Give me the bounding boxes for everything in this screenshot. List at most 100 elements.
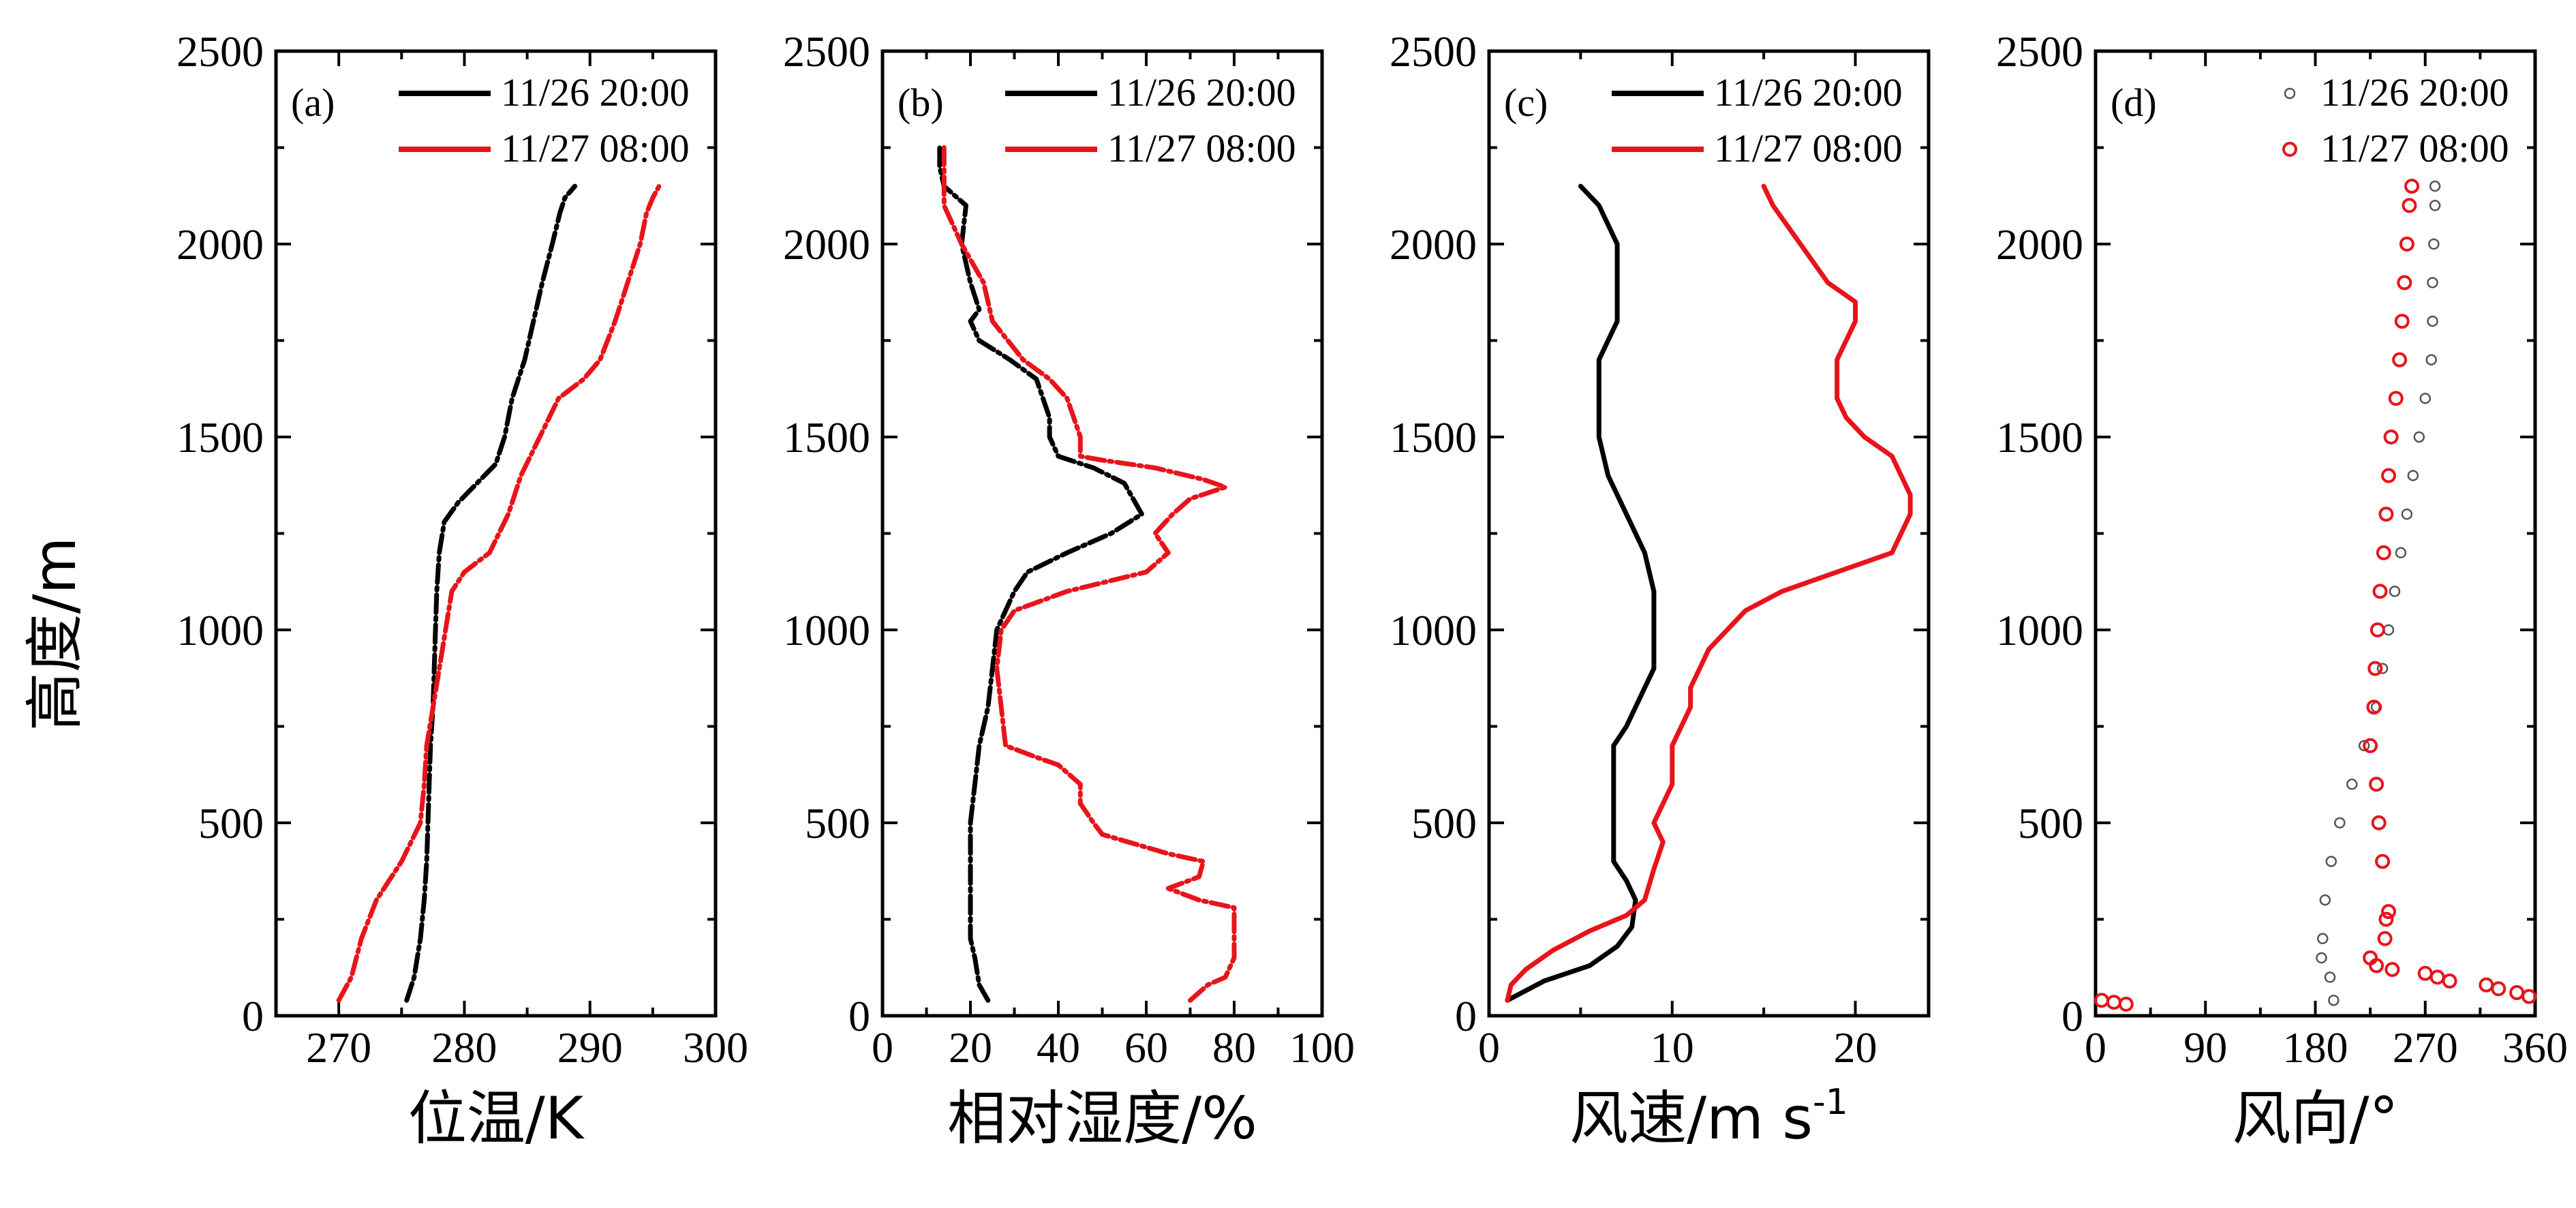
series-line xyxy=(336,183,662,1003)
legend-label: 11/27 08:00 xyxy=(1714,126,1903,170)
y-axis-title: 高度/m xyxy=(21,537,89,731)
data-point xyxy=(2417,965,2433,981)
data-point xyxy=(2118,997,2134,1012)
x-tick-label: 20 xyxy=(1834,1023,1877,1072)
legend: 11/26 20:00 11/27 08:00 xyxy=(399,70,690,170)
y-tick-label: 1000 xyxy=(177,606,264,654)
plot-frame xyxy=(274,49,718,1018)
data-point xyxy=(2316,952,2327,964)
panel-label: (a) xyxy=(291,80,335,125)
x-tick-label: 280 xyxy=(431,1023,497,1072)
y-tick-label: 2500 xyxy=(783,27,870,76)
data-point xyxy=(2382,624,2395,636)
x-tick-label: 270 xyxy=(306,1023,371,1072)
data-point xyxy=(2325,856,2337,867)
data-point xyxy=(2369,776,2385,792)
x-tick-label: 270 xyxy=(2393,1023,2458,1072)
panel-c: 0 500 1000 1500 2000 2500 0 10 20 风速/m s-1 (c) 11/2… xyxy=(1390,27,1931,1153)
y-tick-label: 1000 xyxy=(783,606,870,654)
data-point xyxy=(2094,993,2109,1008)
y-tick-label: 500 xyxy=(2018,799,2083,847)
data-point xyxy=(2363,738,2378,753)
x-axis-title: 风向/° xyxy=(2233,1085,2399,1153)
y-tick-label: 0 xyxy=(848,992,870,1040)
series-1 xyxy=(937,145,1144,1003)
data-point xyxy=(2378,507,2394,522)
y-tick-label: 1500 xyxy=(1996,413,2083,462)
y-tick-label: 2000 xyxy=(783,220,870,269)
data-point xyxy=(2381,904,2396,920)
data-point xyxy=(2395,547,2407,559)
x-tick-label: 90 xyxy=(2183,1023,2227,1072)
panel-d: 0 500 1000 1500 2000 2500 0 90 180 270 360 风向/° (d) 1… xyxy=(1996,27,2568,1153)
y-tick-label: 2000 xyxy=(177,220,264,269)
data-point xyxy=(2429,200,2441,211)
y-tick-label: 2000 xyxy=(1996,220,2083,269)
x-tick-label: 20 xyxy=(949,1023,992,1072)
data-point xyxy=(2429,180,2441,192)
data-point xyxy=(2397,275,2412,290)
legend-label: 11/26 20:00 xyxy=(1107,70,1296,115)
data-point xyxy=(2377,931,2393,946)
legend: 11/26 20:00 11/27 08:00 xyxy=(2282,70,2509,170)
y-tick-label: 1500 xyxy=(1390,413,1477,462)
data-point xyxy=(2375,854,2391,869)
data-point xyxy=(2346,779,2358,790)
data-point xyxy=(2388,391,2404,406)
legend-label: 11/27 08:00 xyxy=(2320,126,2509,170)
legend-label: 11/26 20:00 xyxy=(1714,70,1903,115)
legend-label: 11/27 08:00 xyxy=(501,126,690,170)
legend-label: 11/27 08:00 xyxy=(1107,126,1296,170)
y-tick-label: 1500 xyxy=(177,413,264,462)
data-point xyxy=(2376,663,2389,674)
data-point xyxy=(2509,985,2525,1001)
data-point xyxy=(2319,894,2331,906)
y-tick-label: 0 xyxy=(1455,992,1477,1040)
panel-b: 0 500 1000 1500 2000 2500 0 20 40 60 80 100 相对湿度/% (b… xyxy=(783,27,1355,1153)
series-2 xyxy=(336,183,662,1003)
series-line xyxy=(404,183,578,1003)
x-axis-title: 相对湿度/% xyxy=(947,1085,1257,1153)
y-tick-label: 2500 xyxy=(177,27,264,76)
data-point xyxy=(2334,817,2346,829)
legend-label: 11/26 20:00 xyxy=(2320,70,2509,115)
data-point xyxy=(2419,393,2431,404)
x-tick-label: 60 xyxy=(1124,1023,1168,1072)
x-tick-label: 40 xyxy=(1037,1023,1080,1072)
data-point xyxy=(2358,740,2370,752)
x-tick-label: 10 xyxy=(1651,1023,1694,1072)
x-tick-label: 180 xyxy=(2283,1023,2348,1072)
data-point xyxy=(2401,508,2413,520)
legend: 11/26 20:00 11/27 08:00 xyxy=(1612,70,1903,170)
data-point xyxy=(2363,950,2378,966)
data-point xyxy=(2367,661,2383,676)
x-tick-label: 0 xyxy=(1478,1023,1500,1072)
data-point xyxy=(2372,584,2388,599)
series-1 xyxy=(1505,183,1657,1003)
y-tick-label: 2500 xyxy=(1996,27,2083,76)
data-point xyxy=(2491,981,2506,997)
series-line xyxy=(937,145,1144,1003)
legend-label: 11/26 20:00 xyxy=(501,70,690,115)
data-point xyxy=(2442,973,2457,989)
y-tick-label: 500 xyxy=(1411,799,1477,847)
y-tick-label: 0 xyxy=(2061,992,2083,1040)
x-tick-label: 0 xyxy=(872,1023,893,1072)
data-point xyxy=(2521,988,2537,1004)
data-point xyxy=(2106,995,2121,1010)
panel-label: (b) xyxy=(898,80,944,125)
x-axis-title: 风速/m s-1 xyxy=(1569,1082,1848,1153)
y-tick-label: 0 xyxy=(242,992,264,1040)
series-1 xyxy=(2316,180,2441,1006)
data-point xyxy=(2413,431,2425,443)
x-tick-label: 300 xyxy=(683,1023,748,1072)
y-tick-label: 2500 xyxy=(1390,27,1477,76)
series-2 xyxy=(1505,183,1913,1003)
data-point xyxy=(2425,354,2437,366)
data-point xyxy=(2399,237,2414,252)
data-point xyxy=(2427,277,2438,288)
series-1 xyxy=(404,183,578,1003)
x-axis-title: 位温/K xyxy=(408,1085,585,1153)
